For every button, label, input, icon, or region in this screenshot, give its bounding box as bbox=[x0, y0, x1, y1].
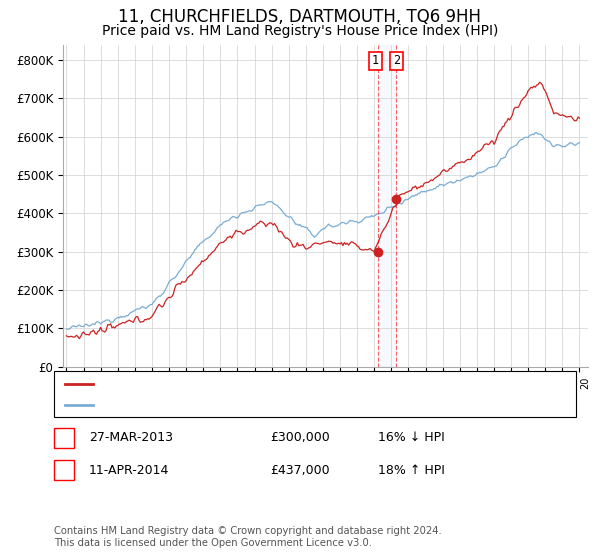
Text: £437,000: £437,000 bbox=[270, 464, 329, 477]
Text: Price paid vs. HM Land Registry's House Price Index (HPI): Price paid vs. HM Land Registry's House … bbox=[102, 24, 498, 38]
Text: 11, CHURCHFIELDS, DARTMOUTH, TQ6 9HH: 11, CHURCHFIELDS, DARTMOUTH, TQ6 9HH bbox=[119, 8, 482, 26]
Text: 1: 1 bbox=[372, 54, 379, 67]
Text: 16% ↓ HPI: 16% ↓ HPI bbox=[378, 431, 445, 445]
Text: 2: 2 bbox=[60, 464, 68, 477]
Text: HPI: Average price, detached house, South Hams: HPI: Average price, detached house, Sout… bbox=[99, 400, 379, 410]
Bar bbox=[378, 45, 396, 367]
Text: Contains HM Land Registry data © Crown copyright and database right 2024.
This d: Contains HM Land Registry data © Crown c… bbox=[54, 526, 442, 548]
Text: 27-MAR-2013: 27-MAR-2013 bbox=[89, 431, 173, 445]
Text: 1: 1 bbox=[60, 431, 68, 445]
Text: £300,000: £300,000 bbox=[270, 431, 330, 445]
Text: 18% ↑ HPI: 18% ↑ HPI bbox=[378, 464, 445, 477]
Text: 2: 2 bbox=[394, 54, 401, 67]
Text: 11-APR-2014: 11-APR-2014 bbox=[89, 464, 169, 477]
Text: 11, CHURCHFIELDS, DARTMOUTH, TQ6 9HH (detached house): 11, CHURCHFIELDS, DARTMOUTH, TQ6 9HH (de… bbox=[99, 379, 451, 389]
